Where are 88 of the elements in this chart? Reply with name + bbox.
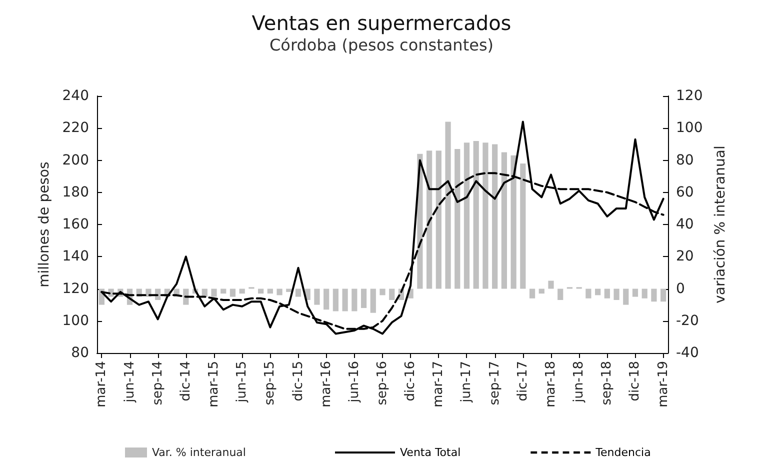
y-tick-label: 160 [62, 216, 89, 232]
x-tick-label: sep-17 [487, 361, 502, 406]
y2-tick-label: 60 [676, 184, 694, 200]
bar [324, 288, 330, 310]
y-tick-label: 80 [71, 345, 89, 361]
bar [586, 288, 592, 298]
x-tick-label: mar-17 [431, 361, 446, 408]
y-tick-label: 120 [62, 280, 89, 297]
bar [660, 288, 666, 302]
bar [538, 288, 544, 294]
y-tick-label: 180 [62, 184, 89, 200]
bar [651, 288, 657, 302]
y2-tick-label: 100 [676, 120, 703, 136]
bar [286, 288, 292, 292]
chart-subtitle: Córdoba (pesos constantes) [269, 36, 494, 54]
bar [445, 122, 451, 289]
bar [267, 288, 273, 294]
bar [558, 288, 564, 300]
x-tick-label: jun-14 [122, 361, 138, 404]
y2-tick-label: 0 [676, 280, 685, 297]
bar [594, 288, 601, 296]
x-tick-label: mar-19 [656, 361, 671, 408]
bar [473, 140, 479, 289]
y-tick-label: 220 [62, 120, 89, 136]
x-tick-label: dic-16 [403, 361, 418, 402]
y2-tick-label: -20 [676, 312, 699, 329]
bar [520, 163, 526, 289]
x-tick-label: mar-16 [318, 361, 334, 408]
bar [548, 280, 554, 289]
y-tick-label: 240 [62, 88, 89, 104]
bar [529, 288, 536, 298]
y-tick-label: 100 [62, 312, 89, 329]
bar [426, 150, 432, 289]
y-tick-label: 200 [62, 152, 89, 168]
y2-tick-label: 20 [676, 248, 694, 265]
text: Venta Total [400, 446, 461, 459]
bar [389, 288, 395, 300]
x-tick-label: dic-14 [178, 361, 194, 402]
x-tick-label: mar-15 [206, 361, 222, 408]
y2-tick-label: -40 [676, 345, 699, 361]
bar [380, 288, 386, 296]
bar [623, 288, 629, 305]
bar [642, 288, 648, 298]
bar [360, 288, 367, 308]
x-tick-label: dic-17 [515, 361, 530, 402]
bar [239, 288, 245, 294]
y2-tick-label: 80 [676, 152, 694, 168]
y-axis-title: millones de pesos [36, 162, 52, 288]
y-tick-label: 140 [62, 248, 89, 265]
x-tick-label: dic-15 [290, 361, 306, 402]
bar [632, 288, 638, 297]
chart-title: Ventas en supermercados [252, 11, 512, 35]
bar [436, 150, 442, 289]
bar [314, 288, 320, 305]
x-tick-label: sep-16 [375, 361, 390, 406]
bar [258, 288, 264, 294]
x-tick-label: mar-18 [543, 361, 558, 408]
x-tick-label: sep-14 [150, 361, 166, 406]
x-tick-label: sep-18 [600, 361, 615, 406]
bar [604, 288, 610, 298]
bar [464, 142, 470, 289]
bar [220, 288, 226, 294]
y2-tick-label: 40 [676, 216, 694, 232]
x-tick-label: sep-15 [262, 361, 278, 406]
legend-label: Tendencia [594, 446, 651, 459]
bar [342, 288, 348, 312]
bar [352, 288, 358, 312]
bar [332, 288, 339, 312]
x-tick-label: mar-14 [94, 361, 110, 408]
x-tick-label: jun-15 [234, 361, 250, 404]
x-tick-label: dic-18 [628, 361, 643, 402]
y2-tick-label: 120 [676, 88, 703, 104]
x-tick-label: jun-16 [346, 361, 362, 404]
bar [482, 142, 488, 289]
x-tick-label: jun-18 [572, 361, 587, 404]
bar [614, 288, 620, 300]
bar [501, 152, 507, 289]
bar [230, 288, 236, 297]
y2-axis-title: variación % interanual [712, 146, 729, 304]
bar [295, 288, 302, 297]
bar [211, 288, 217, 297]
bar [492, 144, 498, 289]
legend-label: Var. % interanual [152, 446, 246, 459]
x-tick-label: jun-17 [459, 361, 474, 404]
bar [370, 288, 376, 313]
bar [276, 288, 282, 296]
bar [510, 155, 516, 289]
bar [454, 149, 460, 289]
